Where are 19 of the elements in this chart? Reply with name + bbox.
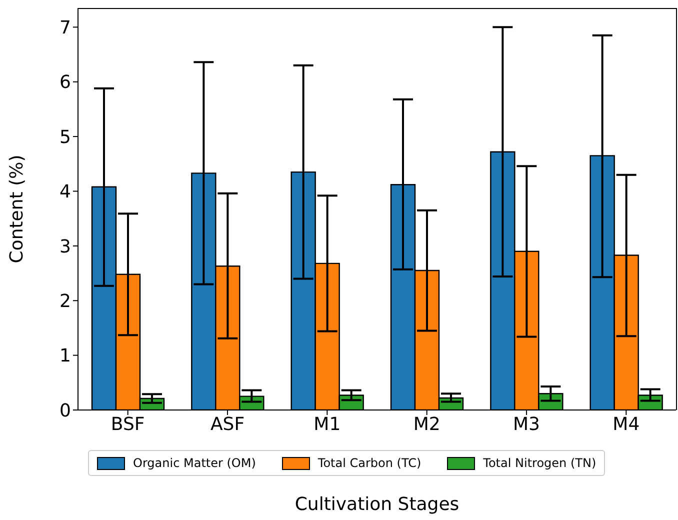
x-tick-label: M2: [413, 414, 440, 435]
legend-label: Total Carbon (TC): [318, 456, 422, 470]
x-tick-label: M4: [612, 414, 640, 435]
y-tick-label: 1: [60, 346, 71, 367]
x-tick-label: M1: [314, 414, 341, 435]
y-axis-title: Content (%): [6, 154, 28, 264]
y-tick-label: 2: [60, 291, 71, 312]
legend-label: Organic Matter (OM): [133, 456, 256, 470]
y-tick-label: 5: [60, 126, 71, 148]
x-tick-label: ASF: [210, 414, 245, 435]
y-tick-label: 4: [60, 182, 71, 203]
y-tick-label: 6: [60, 72, 71, 94]
x-tick-label: BSF: [110, 414, 145, 435]
y-tick-label: 7: [60, 18, 71, 39]
y-tick-label: 0: [60, 400, 71, 422]
y-tick-label: 3: [60, 236, 71, 258]
x-tick-label: M3: [513, 414, 540, 435]
legend-label: Total Nitrogen (TN): [483, 456, 596, 470]
x-axis-title: Cultivation Stages: [294, 494, 460, 515]
